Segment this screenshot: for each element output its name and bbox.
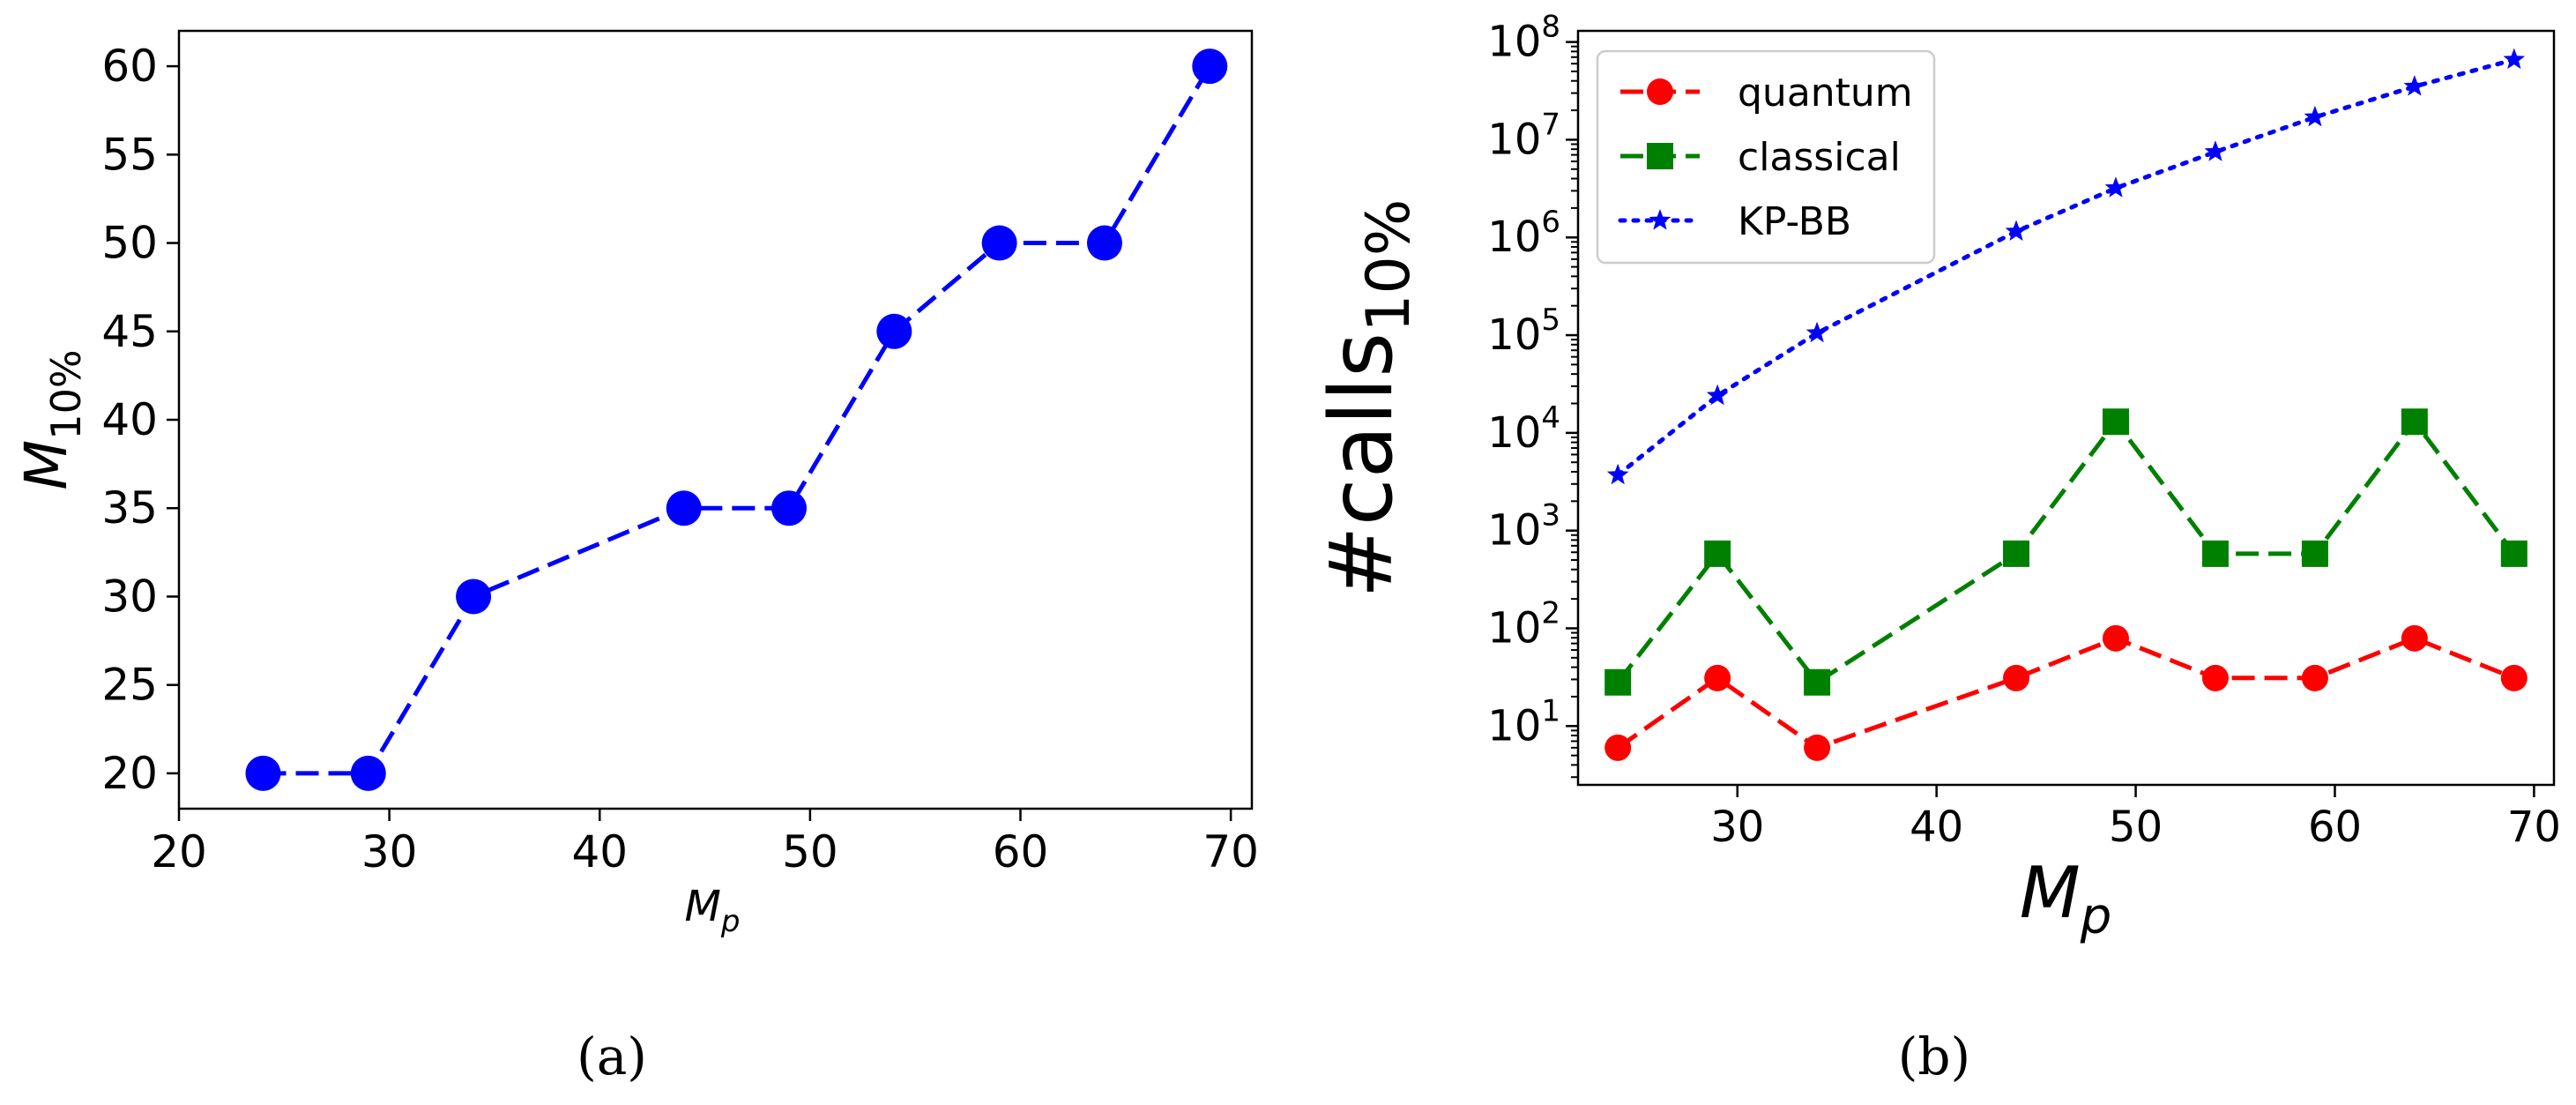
legend-label: quantum [1738, 71, 1913, 116]
data-point-quantum [2003, 664, 2030, 691]
panel-a-marks [245, 49, 1228, 791]
y-tick-label: 50 [101, 218, 158, 269]
panel-b-ticks: 30 40 50 60 70 101 102 103 104 105 106 107 108 [1487, 10, 2561, 852]
legend-marker [1647, 78, 1673, 105]
data-point-quantum [2301, 664, 2328, 691]
panel-b-label: (b) [1898, 1027, 1970, 1086]
data-point-classical [2301, 540, 2328, 567]
y-tick-label: 108 [1487, 10, 1560, 67]
data-point-kp-bb [2503, 48, 2526, 70]
panel-a-xlabel: Mp [684, 882, 740, 939]
data-point [1192, 49, 1228, 85]
data-point [1086, 225, 1122, 261]
data-point-classical [1604, 668, 1632, 696]
y-tick-label: 104 [1487, 400, 1560, 458]
y-tick-label: 107 [1487, 107, 1560, 164]
data-point-classical [2401, 408, 2428, 436]
legend-marker [1647, 143, 1673, 169]
y-tick-label: 35 [101, 482, 158, 534]
data-point [666, 490, 702, 526]
data-point-classical [2102, 408, 2129, 436]
data-point-quantum [1804, 734, 1831, 761]
data-point-kp-bb [2204, 140, 2227, 161]
data-point [771, 490, 808, 526]
panel-a-chart: 20 30 40 50 60 70 20 25 30 35 40 45 50 55 60 M10% Mp (… [12, 29, 1259, 1086]
legend-label: KP-BB [1738, 199, 1851, 244]
data-point [981, 225, 1017, 261]
series-line-classical [1616, 418, 2516, 686]
panel-a-ticks: 20 30 40 50 60 70 20 25 30 35 40 45 50 55 60 [101, 41, 1259, 877]
data-point [456, 579, 492, 615]
panel-a-ylabel: M10% [12, 349, 90, 489]
y-tick-label: 106 [1487, 205, 1560, 262]
x-tick-label: 20 [151, 826, 207, 877]
panel-b-chart: 30 40 50 60 70 101 102 103 104 105 106 107 108 #call… [1312, 10, 2561, 1086]
data-point-kp-bb [1706, 384, 1729, 406]
x-tick-label: 40 [571, 826, 628, 877]
y-tick-label: 105 [1487, 302, 1560, 360]
y-tick-label: 55 [101, 129, 158, 180]
x-tick-label: 60 [2308, 803, 2362, 852]
x-tick-label: 70 [2507, 803, 2561, 852]
data-point-classical [1704, 540, 1731, 567]
legend-label: classical [1738, 135, 1901, 180]
legend-frame [1596, 49, 1936, 265]
panel-a-axes-frame [177, 29, 1254, 810]
y-tick-label: 101 [1487, 693, 1560, 750]
y-tick-label: 20 [101, 748, 158, 799]
y-tick-label: 45 [101, 306, 158, 357]
data-point-quantum [1704, 664, 1731, 691]
legend-entry-quantum: quantum [1620, 71, 1913, 116]
data-point-kp-bb [2104, 176, 2127, 198]
data-point [245, 755, 281, 791]
data-point-kp-bb [1805, 321, 1828, 343]
series-line-m10 [263, 64, 1212, 776]
x-tick-label: 40 [1910, 803, 1963, 852]
panel-a-label: (a) [577, 1027, 647, 1086]
panel-b-axes-frame [1576, 29, 2556, 787]
data-point-classical [2003, 540, 2030, 567]
panel-b-ylabel: #calls10% [1312, 199, 1424, 599]
data-point-quantum [2500, 664, 2528, 691]
data-point-classical [2500, 540, 2528, 567]
data-point-quantum [2201, 664, 2229, 691]
legend-entry-classical: classical [1620, 135, 1901, 180]
x-tick-label: 30 [361, 826, 418, 877]
x-tick-label: 60 [993, 826, 1049, 877]
y-tick-label: 103 [1487, 498, 1560, 556]
panel-b-marks [1604, 48, 2528, 761]
y-tick-label: 30 [101, 571, 158, 622]
x-tick-label: 70 [1202, 826, 1259, 877]
data-point-quantum [2102, 624, 2129, 652]
data-point-classical [2201, 540, 2229, 567]
data-point-kp-bb [2403, 75, 2426, 96]
data-point [876, 313, 912, 349]
data-point [350, 755, 386, 791]
legend-entry-kp-bb: KP-BB [1618, 199, 1851, 244]
series-line-kp-bb [1615, 57, 2517, 478]
y-tick-label: 60 [101, 41, 158, 92]
y-tick-label: 25 [101, 660, 158, 711]
legend-marker [1649, 209, 1671, 230]
x-tick-label: 50 [782, 826, 838, 877]
data-point-kp-bb [2304, 105, 2327, 127]
panel-b-legend: quantum classical KP-BB [1596, 49, 1936, 265]
data-point-classical [1804, 668, 1831, 696]
x-tick-label: 50 [2109, 803, 2163, 852]
y-tick-label: 102 [1487, 595, 1560, 653]
data-point-quantum [2401, 624, 2428, 652]
data-point-kp-bb [2005, 220, 2028, 242]
panel-b-xlabel: Mp [2020, 852, 2112, 945]
y-tick-label: 40 [101, 394, 158, 445]
data-point-kp-bb [1606, 463, 1629, 485]
series-line-quantum [1616, 636, 2515, 750]
x-tick-label: 30 [1710, 803, 1764, 852]
data-point-quantum [1604, 734, 1632, 761]
